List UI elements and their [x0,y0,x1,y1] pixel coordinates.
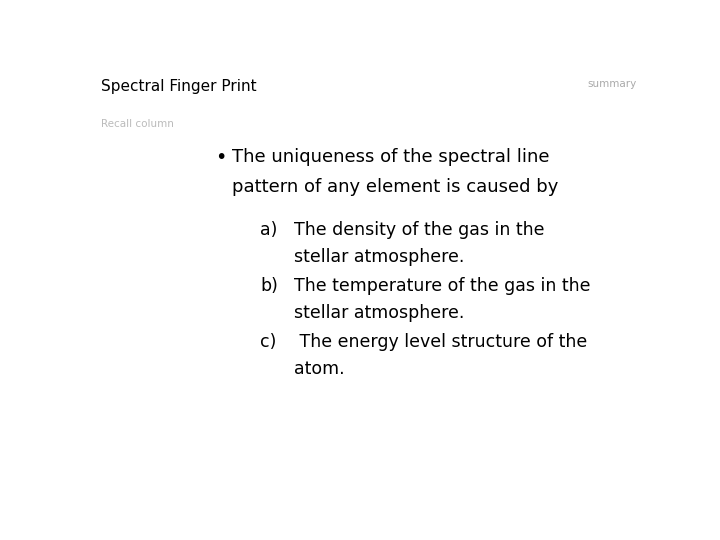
Text: Spectral Finger Print: Spectral Finger Print [101,79,257,94]
Text: stellar atmosphere.: stellar atmosphere. [294,248,464,266]
Text: •: • [215,148,227,167]
Text: The energy level structure of the: The energy level structure of the [294,333,587,351]
Text: b): b) [260,277,278,295]
Text: a): a) [260,221,278,239]
Text: The uniqueness of the spectral line: The uniqueness of the spectral line [233,148,550,166]
Text: pattern of any element is caused by: pattern of any element is caused by [233,178,559,196]
Text: c): c) [260,333,276,351]
Text: The temperature of the gas in the: The temperature of the gas in the [294,277,590,295]
Text: atom.: atom. [294,360,344,378]
Text: stellar atmosphere.: stellar atmosphere. [294,304,464,322]
Text: Recall column: Recall column [101,119,174,129]
Text: summary: summary [588,79,637,89]
Text: The density of the gas in the: The density of the gas in the [294,221,544,239]
